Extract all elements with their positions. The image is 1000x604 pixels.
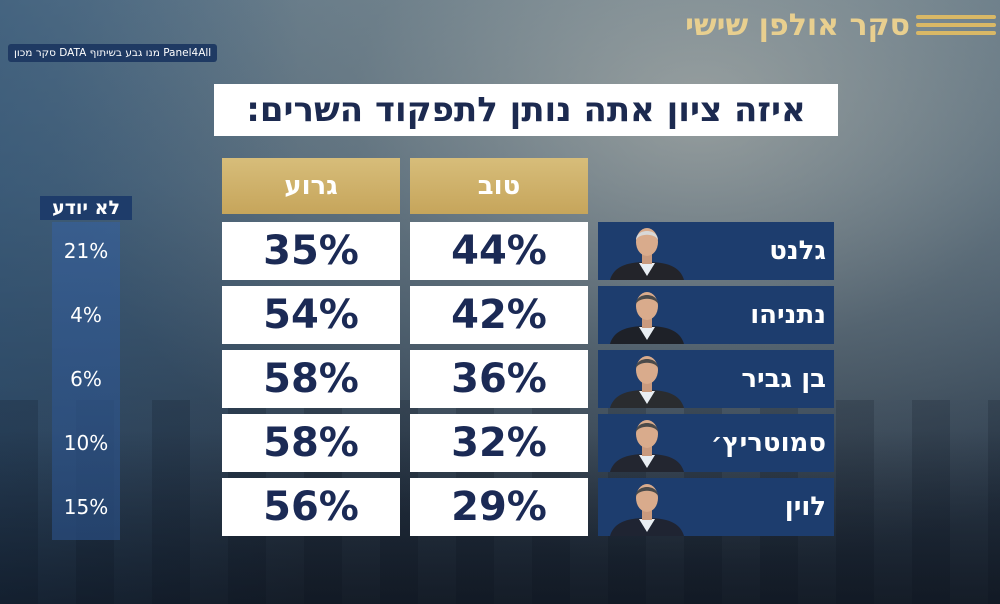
minister-name-box: נתניהו <box>598 286 834 344</box>
minister-name-box: בן גביר <box>598 350 834 408</box>
minister-portrait <box>610 356 684 408</box>
bad-value: 58% <box>222 350 400 408</box>
minister-name-box: גלנט <box>598 222 834 280</box>
table-row: 6% 58% 36% בן גביר <box>0 350 1000 408</box>
minister-name: סמוטריץ׳ <box>710 428 826 458</box>
bad-value: 58% <box>222 414 400 472</box>
good-value: 44% <box>410 222 588 280</box>
brand-lines-icon <box>916 15 996 39</box>
table-row: 15% 56% 29% לוין <box>0 478 1000 536</box>
table-row: 4% 54% 42% נתניהו <box>0 286 1000 344</box>
table-row: 21% 35% 44% גלנט <box>0 222 1000 280</box>
dont-know-value: 4% <box>70 303 102 327</box>
header-good: טוב <box>410 158 588 214</box>
bad-value: 56% <box>222 478 400 536</box>
minister-name: לוין <box>784 492 826 522</box>
bad-value: 54% <box>222 286 400 344</box>
minister-name: גלנט <box>769 236 826 266</box>
good-value: 36% <box>410 350 588 408</box>
minister-name: בן גביר <box>741 364 826 394</box>
header-dont-know: לא יודע <box>40 196 132 220</box>
good-value: 42% <box>410 286 588 344</box>
dont-know-value: 21% <box>63 239 109 263</box>
dont-know-value: 6% <box>70 367 102 391</box>
header-bad: גרוע <box>222 158 400 214</box>
minister-name-box: סמוטריץ׳ <box>598 414 834 472</box>
question-title: איזה ציון אתה נותן לתפקוד השרים: <box>214 84 838 136</box>
dont-know-value: 10% <box>63 431 109 455</box>
minister-portrait <box>610 484 684 536</box>
good-value: 32% <box>410 414 588 472</box>
good-value: 29% <box>410 478 588 536</box>
poll-credit: סקר מכון DATA מנו גבע בשיתוף Panel4All <box>8 44 218 62</box>
minister-portrait <box>610 228 684 280</box>
table-row: 10% 58% 32% סמוטריץ׳ <box>0 414 1000 472</box>
minister-portrait <box>610 292 684 344</box>
minister-portrait <box>610 420 684 472</box>
dont-know-value: 15% <box>63 495 109 519</box>
bad-value: 35% <box>222 222 400 280</box>
brand-title: סקר אולפן שישי <box>685 8 910 43</box>
dont-know-column <box>52 222 120 540</box>
minister-name: נתניהו <box>750 300 826 330</box>
minister-name-box: לוין <box>598 478 834 536</box>
